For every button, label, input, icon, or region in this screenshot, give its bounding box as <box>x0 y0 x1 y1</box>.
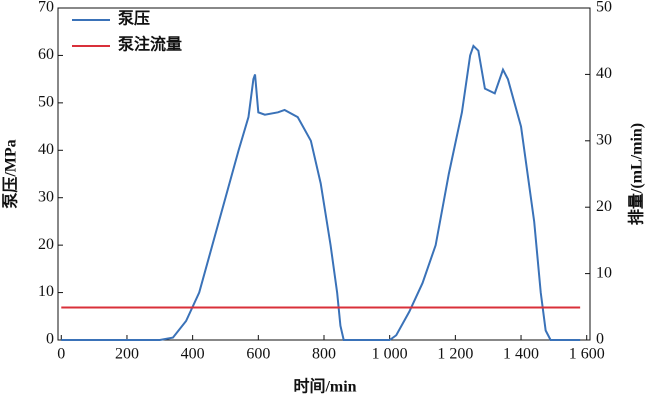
x-axis-title: 时间/min <box>293 377 356 396</box>
y-tick-label: 50 <box>38 94 54 111</box>
x-tick-label: 1 000 <box>372 346 408 363</box>
legend-label: 泵压 <box>117 10 150 28</box>
y2-axis-title: 排量/(mL/min) <box>627 123 646 225</box>
y-tick-label: 0 <box>46 331 54 348</box>
y-axis-title: 泵压/MPa <box>2 139 20 209</box>
legend-label: 泵注流量 <box>117 35 182 54</box>
y2-tick-label: 50 <box>596 0 612 16</box>
y2-tick-label: 20 <box>596 198 612 215</box>
y-tick-label: 40 <box>38 141 54 158</box>
x-tick-label: 0 <box>57 346 65 363</box>
y-tick-label: 10 <box>38 283 54 300</box>
x-tick-label: 800 <box>312 346 336 363</box>
y-tick-label: 30 <box>38 188 54 205</box>
y-tick-label: 60 <box>38 46 54 63</box>
x-tick-label: 200 <box>115 346 139 363</box>
y-tick-label: 70 <box>38 0 54 16</box>
x-tick-label: 1 400 <box>503 346 539 363</box>
y2-tick-label: 30 <box>596 131 612 148</box>
y2-tick-label: 10 <box>596 264 612 281</box>
y2-tick-label: 0 <box>596 331 604 348</box>
x-tick-label: 600 <box>246 346 270 363</box>
x-tick-label: 1 600 <box>569 346 605 363</box>
x-tick-label: 1 200 <box>437 346 473 363</box>
data-line <box>61 44 581 341</box>
x-tick-label: 400 <box>181 346 205 363</box>
plot-frame <box>57 7 591 341</box>
y-tick-label: 20 <box>38 236 54 253</box>
y2-tick-label: 40 <box>596 65 612 82</box>
